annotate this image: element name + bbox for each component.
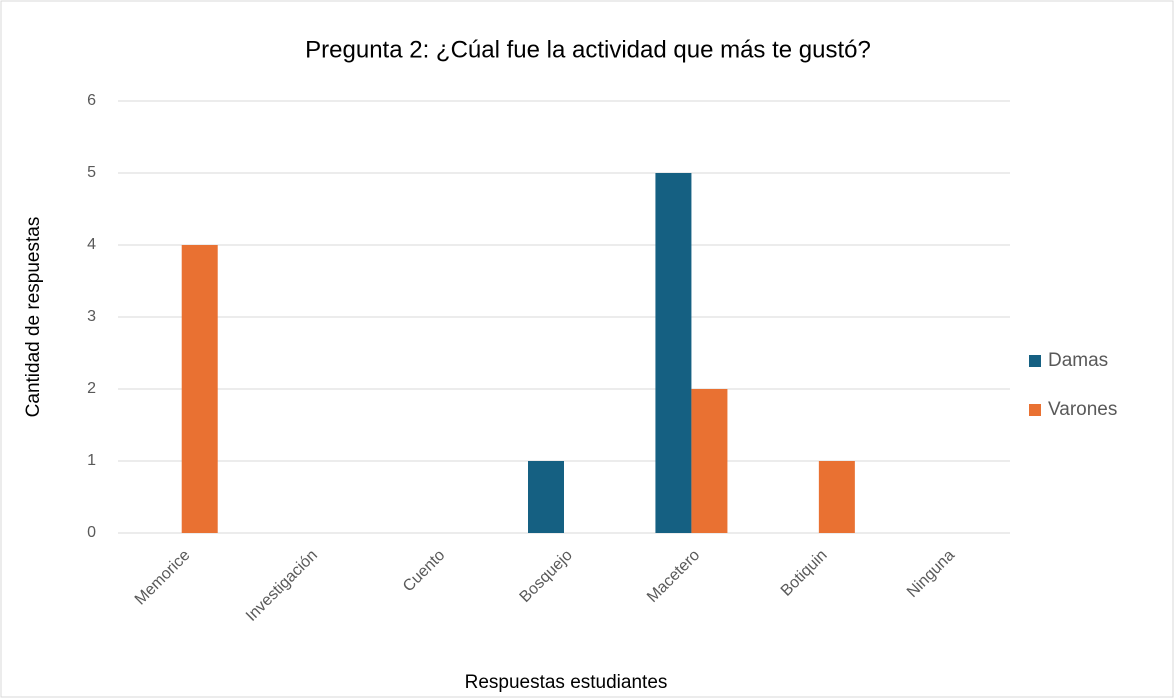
bar	[691, 389, 728, 533]
bar	[655, 173, 692, 533]
y-tick-label: 1	[87, 452, 96, 469]
bar	[528, 461, 564, 533]
bar	[818, 461, 855, 533]
legend-label: Damas	[1048, 350, 1108, 371]
y-tick-label: 2	[87, 380, 96, 397]
chart-title: Pregunta 2: ¿Cúal fue la actividad que m…	[305, 36, 871, 63]
x-axis-title: Respuestas estudiantes	[465, 672, 668, 693]
y-tick-label: 5	[87, 164, 96, 181]
bar	[181, 245, 218, 533]
y-axis-title: Cantidad de respuestas	[23, 217, 44, 418]
y-tick-label: 4	[87, 236, 96, 253]
legend-label: Varones	[1048, 399, 1117, 420]
y-tick-label: 0	[87, 524, 96, 541]
legend-swatch	[1029, 355, 1041, 367]
y-tick-label: 6	[87, 92, 96, 109]
y-tick-label: 3	[87, 308, 96, 325]
legend-swatch	[1029, 404, 1041, 416]
